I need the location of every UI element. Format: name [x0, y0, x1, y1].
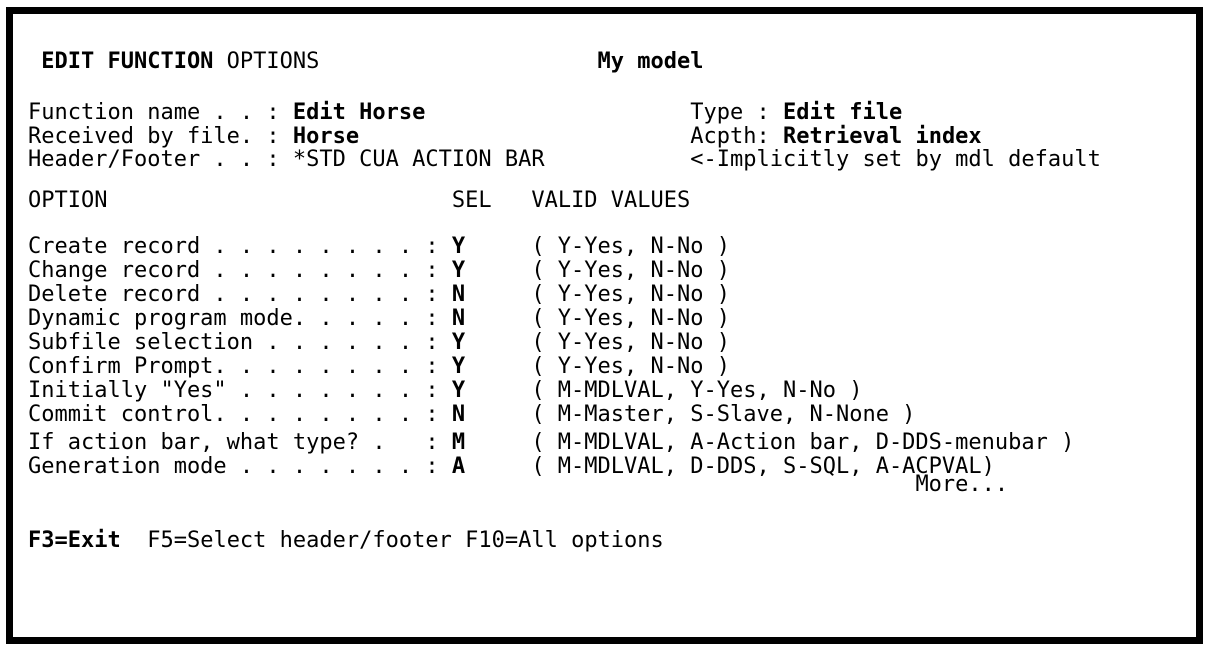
- access-path-label: Acpth:: [690, 124, 783, 149]
- option-row-commit-control: Commit control. . . . . . . . : N ( M-Ma…: [28, 403, 915, 427]
- option-row-create-record: Create record . . . . . . . . : Y ( Y-Ye…: [28, 235, 730, 259]
- valid-values-commit-control: ( M-Master, S-Slave, N-None ): [465, 402, 916, 427]
- header-footer-value: *STD CUA ACTION BAR: [292, 147, 545, 172]
- option-label-commit-control: Commit control. . . . . . . . :: [28, 402, 452, 427]
- header-footer-line: Header/Footer . . : *STD CUA ACTION BAR …: [28, 148, 1101, 172]
- type-label: Type :: [690, 100, 783, 125]
- valid-values-column-header: VALID VALUES: [531, 188, 691, 213]
- sel-field-confirm-prompt[interactable]: Y: [451, 354, 466, 379]
- sel-field-change-record[interactable]: Y: [451, 258, 466, 283]
- option-label-action-bar-type: If action bar, what type? . :: [28, 430, 452, 455]
- fkey-f3-exit[interactable]: F3=Exit: [28, 528, 121, 553]
- sel-field-generation-mode[interactable]: A: [451, 454, 466, 479]
- spacer: [452, 528, 465, 553]
- valid-values-action-bar-type: ( M-MDLVAL, A-Action bar, D-DDS-menubar …: [465, 430, 1075, 455]
- sel-field-commit-control[interactable]: N: [451, 402, 466, 427]
- option-label-dynamic-program-mode: Dynamic program mode. . . . . :: [28, 306, 452, 331]
- function-name-line: Function name . . : Edit Horse Type : Ed…: [28, 101, 902, 125]
- option-label-create-record: Create record . . . . . . . . :: [28, 234, 452, 259]
- valid-values-change-record: ( Y-Yes, N-No ): [465, 258, 730, 283]
- sel-field-delete-record[interactable]: N: [451, 282, 466, 307]
- received-by-file-value: Horse: [292, 124, 360, 149]
- column-header-line: OPTION SEL VALID VALUES: [28, 189, 690, 213]
- valid-values-subfile-selection: ( Y-Yes, N-No ): [465, 330, 730, 355]
- more-line: More...: [28, 473, 1008, 497]
- option-row-initially-yes: Initially "Yes" . . . . . . . : Y ( M-MD…: [28, 379, 862, 403]
- option-row-subfile-selection: Subfile selection . . . . . . : Y ( Y-Ye…: [28, 331, 730, 355]
- option-row-change-record: Change record . . . . . . . . : Y ( Y-Ye…: [28, 259, 730, 283]
- option-label-delete-record: Delete record . . . . . . . . :: [28, 282, 452, 307]
- fkey-f5-select-header-footer[interactable]: F5=Select header/footer: [147, 528, 452, 553]
- more-indicator: More...: [915, 472, 1009, 497]
- option-label-initially-yes: Initially "Yes" . . . . . . . :: [28, 378, 452, 403]
- option-label-generation-mode: Generation mode . . . . . . . :: [28, 454, 452, 479]
- screen-border: [6, 7, 1203, 644]
- function-name-label: Function name . . :: [28, 100, 293, 125]
- option-row-confirm-prompt: Confirm Prompt. . . . . . . . : Y ( Y-Ye…: [28, 355, 730, 379]
- sel-field-subfile-selection[interactable]: Y: [451, 330, 466, 355]
- title-line: EDIT FUNCTION OPTIONS My model: [28, 49, 704, 74]
- option-label-confirm-prompt: Confirm Prompt. . . . . . . . :: [28, 354, 452, 379]
- option-label-change-record: Change record . . . . . . . . :: [28, 258, 452, 283]
- fkey-f10-all-options[interactable]: F10=All options: [465, 528, 664, 553]
- header-footer-label: Header/Footer . . :: [28, 147, 293, 172]
- sel-field-create-record[interactable]: Y: [451, 234, 466, 259]
- sel-column-header: SEL: [451, 188, 532, 213]
- model-name: My model: [597, 49, 704, 74]
- received-by-file-line: Received by file. : Horse Acpth: Retriev…: [28, 125, 982, 149]
- option-row-delete-record: Delete record . . . . . . . . : N ( Y-Ye…: [28, 283, 730, 307]
- valid-values-create-record: ( Y-Yes, N-No ): [465, 234, 730, 259]
- option-row-dynamic-program-mode: Dynamic program mode. . . . . : N ( Y-Ye…: [28, 307, 730, 331]
- option-label-subfile-selection: Subfile selection . . . . . . :: [28, 330, 452, 355]
- type-value: Edit file: [782, 100, 903, 125]
- screen-title-suffix: OPTIONS: [213, 49, 598, 74]
- option-row-action-bar-type: If action bar, what type? . : M ( M-MDLV…: [28, 431, 1074, 455]
- spacer: [28, 472, 915, 497]
- function-keys-line: F3=Exit F5=Select header/footer F10=All …: [28, 529, 664, 553]
- valid-values-generation-mode: ( M-MDLVAL, D-DDS, S-SQL, A-ACPVAL): [465, 454, 995, 479]
- spacer: [121, 528, 148, 553]
- valid-values-delete-record: ( Y-Yes, N-No ): [465, 282, 730, 307]
- spacer: [545, 147, 691, 172]
- option-column-header: OPTION: [28, 188, 452, 213]
- access-path-value: Retrieval index: [783, 124, 982, 149]
- valid-values-confirm-prompt: ( Y-Yes, N-No ): [465, 354, 730, 379]
- valid-values-initially-yes: ( M-MDLVAL, Y-Yes, N-No ): [465, 378, 863, 403]
- implicit-default-note: <-Implicitly set by mdl default: [690, 147, 1101, 172]
- valid-values-dynamic-program-mode: ( Y-Yes, N-No ): [465, 306, 730, 331]
- function-name-value: Edit Horse: [292, 100, 426, 125]
- spacer: [359, 124, 690, 149]
- screen-title: EDIT FUNCTION: [28, 49, 214, 74]
- sel-field-initially-yes[interactable]: Y: [451, 378, 466, 403]
- sel-field-action-bar-type[interactable]: M: [451, 430, 466, 455]
- spacer: [425, 100, 690, 125]
- option-row-generation-mode: Generation mode . . . . . . . : A ( M-MD…: [28, 455, 995, 479]
- received-by-file-label: Received by file. :: [28, 124, 293, 149]
- sel-field-dynamic-program-mode[interactable]: N: [451, 306, 466, 331]
